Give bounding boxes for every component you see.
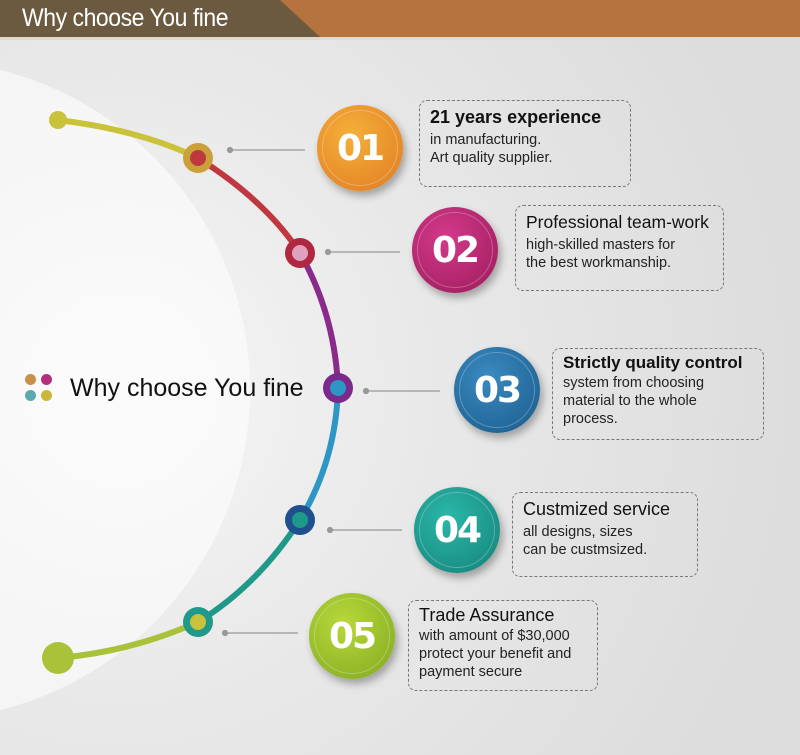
- item-box-04: Custmized service all designs, sizes can…: [512, 492, 698, 577]
- item-box-02: Professional team-work high-skilled mast…: [515, 205, 724, 291]
- item-line: with amount of $30,000: [419, 628, 570, 644]
- item-line: payment secure: [419, 664, 523, 680]
- center-label: Why choose You fine: [70, 374, 304, 402]
- item-title: Professional team-work: [526, 212, 709, 232]
- item-line: material to the whole: [563, 393, 697, 409]
- header-title-panel: [0, 0, 320, 37]
- item-line: Art quality supplier.: [430, 150, 553, 166]
- badge-02: 02: [412, 207, 498, 293]
- item-line: all designs, sizes: [523, 524, 633, 540]
- item-box-01: 21 years experience in manufacturing. Ar…: [419, 100, 631, 187]
- item-line: in manufacturing.: [430, 132, 542, 148]
- item-title: Trade Assurance: [419, 605, 555, 625]
- header-title: Why choose You fine: [22, 4, 229, 32]
- badge-01: 01: [317, 105, 403, 191]
- item-box-03: Strictly quality control system from cho…: [552, 348, 764, 440]
- dots-icon: [25, 374, 55, 404]
- item-title: Strictly quality control: [563, 353, 743, 372]
- item-line: protect your benefit and: [419, 646, 572, 662]
- item-line: system from choosing: [563, 375, 705, 391]
- item-line: can be custmsized.: [523, 542, 648, 558]
- item-line: process.: [563, 411, 618, 427]
- item-title: 21 years experience: [430, 107, 602, 127]
- badge-03: 03: [454, 347, 540, 433]
- badge-04: 04: [414, 487, 500, 573]
- item-line: high-skilled masters for: [526, 237, 676, 253]
- globe-shape: [0, 69, 250, 711]
- item-box-05: Trade Assurance with amount of $30,000 p…: [408, 600, 598, 691]
- header-divider: [0, 37, 800, 40]
- item-line: the best workmanship.: [526, 255, 672, 271]
- item-title: Custmized service: [523, 499, 671, 519]
- badge-05: 05: [309, 593, 395, 679]
